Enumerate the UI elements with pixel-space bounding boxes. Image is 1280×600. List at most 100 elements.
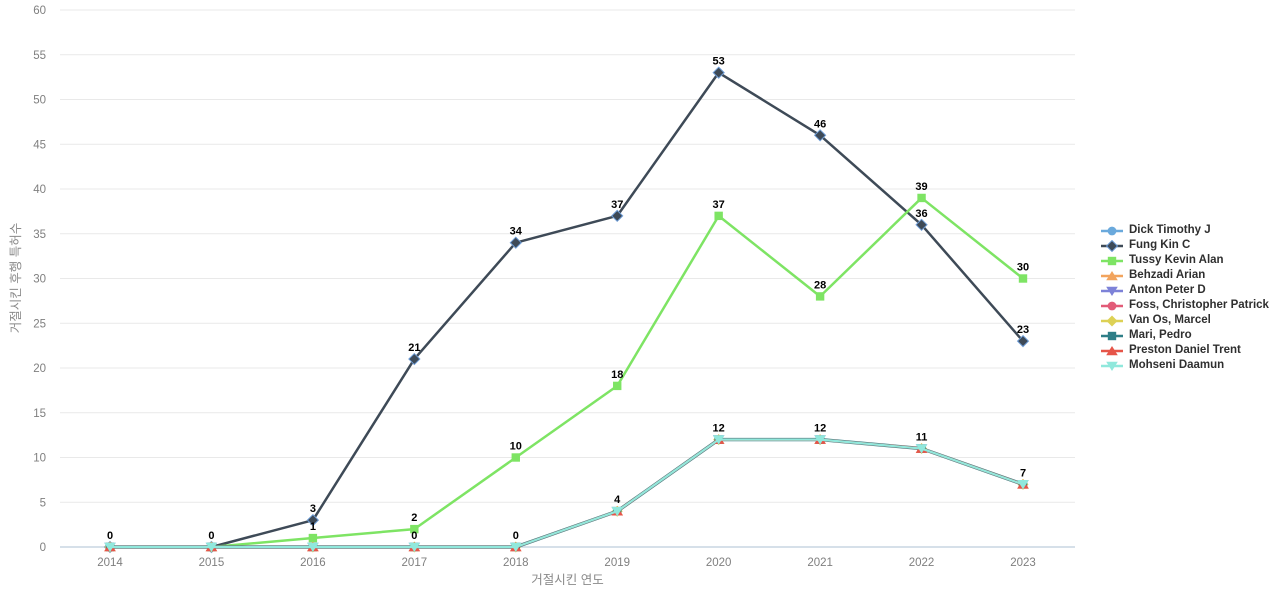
point-label: 12: [713, 423, 725, 435]
marker-diamond-icon: [1016, 334, 1030, 348]
point-label: 23: [1017, 324, 1029, 336]
legend-marker-icon: [1101, 270, 1123, 280]
x-tick-label: 2020: [706, 557, 732, 569]
legend-item-dick-timothy-j[interactable]: Dick Timothy J: [1100, 223, 1269, 238]
legend-item-label: Tussy Kevin Alan: [1129, 254, 1224, 266]
marker-triangle-down-icon: [509, 542, 522, 552]
legend-item-label: Behzadi Arian: [1129, 269, 1206, 281]
point-label: 12: [814, 423, 826, 435]
series-foss-christopher-patrick: [105, 435, 1028, 552]
marker-triangle-down-icon: [1106, 361, 1118, 371]
marker-triangle-down-icon: [1017, 480, 1029, 490]
series-line: [108, 437, 1025, 549]
marker-circle-icon: [1107, 301, 1117, 310]
legend-item-mohseni-daamun[interactable]: Mohseni Daamun: [1100, 358, 1269, 373]
marker-diamond-icon: [509, 236, 522, 249]
y-tick-label: 30: [33, 274, 46, 286]
point-label: 39: [915, 181, 927, 193]
legend-item-label: Mari, Pedro: [1129, 329, 1192, 341]
legend-marker-icon: [1101, 226, 1123, 235]
x-tick-label: 2017: [402, 557, 428, 569]
legend-marker-icon: [1101, 331, 1123, 340]
marker-diamond-icon: [611, 209, 624, 223]
point-label: 28: [814, 279, 826, 291]
point-label: 3: [310, 503, 316, 515]
y-tick-label: 40: [33, 184, 46, 196]
y-tick-label: 45: [33, 139, 46, 151]
legend-item-label: Anton Peter D: [1129, 284, 1206, 296]
point-label: 0: [107, 530, 113, 542]
x-tick-label: 2016: [300, 557, 326, 569]
series-behzadi-arian: [104, 434, 1029, 552]
legend-item-van-os-marcel[interactable]: Van Os, Marcel: [1100, 313, 1269, 328]
series-mohseni-daamun: [104, 435, 1029, 552]
series-line: [108, 438, 1025, 549]
y-tick-label: 0: [40, 542, 46, 554]
legend-item-anton-peter-d[interactable]: Anton Peter D: [1100, 283, 1269, 298]
point-label: 46: [814, 118, 826, 130]
legend-item-label: Fung Kin C: [1129, 239, 1191, 251]
point-label: 2: [411, 512, 417, 524]
legend-item-mari-pedro[interactable]: Mari, Pedro: [1100, 328, 1269, 343]
x-tick-label: 2022: [909, 557, 935, 569]
point-label: 21: [408, 342, 420, 354]
series-dick-timothy-j: [105, 435, 1028, 552]
legend-item-label: Mohseni Daamun: [1129, 359, 1225, 371]
marker-diamond-icon: [813, 129, 827, 142]
point-label: 53: [713, 56, 725, 68]
legend-marker-icon: [1101, 345, 1123, 355]
marker-diamond-icon: [712, 66, 725, 79]
series-line: [108, 71, 1025, 549]
marker-triangle-up-icon: [1106, 270, 1118, 280]
legend-item-label: Preston Daniel Trent: [1129, 344, 1241, 356]
y-axis-title: 거절시킨 후행 특허수: [8, 223, 23, 333]
x-tick-label: 2014: [97, 557, 123, 569]
series-tussy-kevin-alan: [105, 193, 1028, 552]
marker-square-icon: [308, 533, 318, 543]
series-mari-pedro: [105, 435, 1028, 552]
y-tick-label: 55: [33, 50, 46, 62]
marker-triangle-down-icon: [814, 435, 826, 445]
marker-triangle-down-icon: [712, 435, 725, 445]
marker-square-icon: [1107, 256, 1117, 265]
legend: Dick Timothy J Fung Kin C Tussy Kevin Al…: [1100, 223, 1269, 373]
marker-triangle-up-icon: [1106, 345, 1118, 355]
y-tick-label: 60: [33, 5, 46, 17]
legend-item-label: Dick Timothy J: [1129, 224, 1211, 236]
x-axis-title: 거절시킨 연도: [531, 573, 603, 587]
legend-item-fung-kin-c[interactable]: Fung Kin C: [1100, 238, 1269, 253]
legend-marker-icon: [1101, 286, 1123, 296]
series-van-os-marcel: [104, 434, 1029, 553]
legend-marker-icon: [1101, 301, 1123, 310]
y-tick-label: 25: [33, 318, 46, 330]
series-fung-kin-c: [103, 66, 1030, 554]
y-tick-label: 10: [33, 453, 46, 465]
legend-item-preston-daniel-trent[interactable]: Preston Daniel Trent: [1100, 343, 1269, 358]
marker-square-icon: [714, 211, 723, 221]
marker-circle-icon: [1107, 226, 1117, 235]
series-anton-peter-d: [104, 435, 1029, 552]
marker-diamond-icon: [915, 218, 928, 232]
legend-marker-icon: [1101, 239, 1123, 252]
x-tick-label: 2023: [1010, 557, 1036, 569]
legend-item-foss-christopher-patrick[interactable]: Foss, Christopher Patrick: [1100, 298, 1269, 313]
series-line: [108, 196, 1025, 549]
marker-square-icon: [1107, 331, 1117, 340]
y-tick-label: 20: [33, 363, 46, 375]
x-tick-label: 2019: [604, 557, 630, 569]
legend-item-behzadi-arian[interactable]: Behzadi Arian: [1100, 268, 1269, 283]
marker-triangle-down-icon: [915, 444, 928, 454]
y-tick-label: 50: [33, 95, 46, 107]
marker-square-icon: [410, 524, 419, 534]
legend-item-tussy-kevin-alan[interactable]: Tussy Kevin Alan: [1100, 253, 1269, 268]
legend-item-label: Van Os, Marcel: [1129, 314, 1211, 326]
y-tick-label: 35: [33, 229, 46, 241]
marker-triangle-down-icon: [611, 506, 624, 517]
marker-diamond-icon: [408, 352, 421, 366]
point-label: 0: [208, 530, 214, 542]
point-label: 4: [614, 494, 621, 506]
marker-square-icon: [511, 453, 520, 462]
point-label: 0: [513, 530, 519, 542]
